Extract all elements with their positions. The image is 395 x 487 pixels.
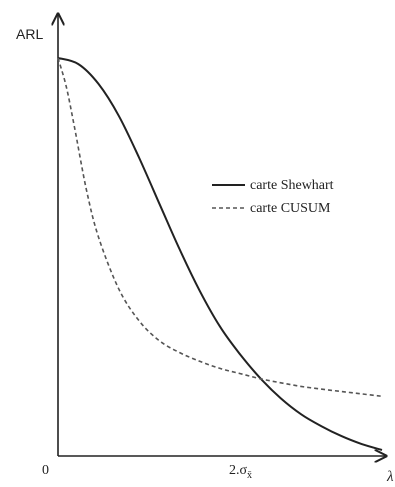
x-tick-label-1: 2.σx̄ bbox=[229, 463, 252, 481]
x-tick-label-1-subscript: x̄ bbox=[247, 470, 252, 481]
series-layer bbox=[57, 57, 383, 451]
legend-label-shewhart: carte Shewhart bbox=[250, 178, 334, 193]
y-axis-label: ARL bbox=[16, 26, 43, 42]
x-tick-label-1-main: 2.σ bbox=[229, 463, 248, 478]
legend: carte Shewhart carte CUSUM bbox=[212, 178, 334, 216]
series-line-carte-cusum bbox=[57, 57, 383, 398]
x-axis-label: λ bbox=[386, 469, 394, 485]
legend-label-cusum: carte CUSUM bbox=[250, 201, 331, 216]
series-line-carte-shewhart bbox=[57, 57, 383, 451]
x-tick-label-0: 0 bbox=[42, 463, 49, 478]
